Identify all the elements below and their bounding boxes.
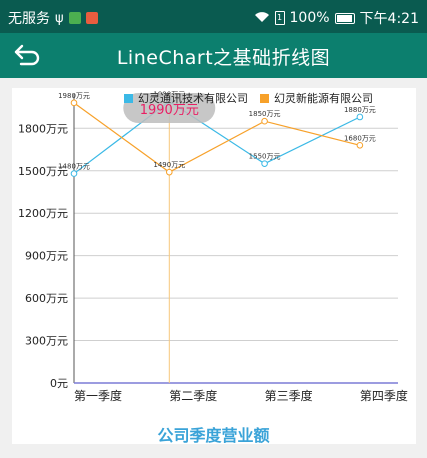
data-point [70, 99, 78, 107]
y-tick-label: 600万元 [25, 292, 68, 305]
series-line-2 [73, 102, 361, 173]
back-arrow-icon [14, 44, 40, 66]
highlight-label: 1990万元 [140, 103, 199, 118]
data-label: 1550万元 [249, 153, 281, 161]
data-label: 1850万元 [249, 110, 281, 118]
y-tick-label: 1500万元 [18, 165, 68, 178]
data-point [356, 141, 364, 149]
status-bar-right: 1 100% 下午4:21 [254, 8, 419, 28]
legend-label: 幻灵通讯技术有限公司 [138, 91, 248, 105]
x-tick-label: 第三季度 [265, 388, 313, 403]
app-notification-icon-2 [85, 12, 98, 24]
clock: 下午4:21 [359, 11, 419, 27]
legend-label: 幻灵新能源有限公司 [274, 91, 373, 105]
status-bar-left: 无服务 ψ [8, 8, 98, 28]
highlight-marker [123, 93, 216, 123]
page-title: LineChart之基础折线图 [116, 47, 331, 69]
legend-swatch [260, 94, 269, 103]
app-toolbar: LineChart之基础折线图 [0, 33, 427, 78]
usb-icon: ψ [55, 10, 64, 26]
data-point [356, 113, 364, 121]
chart-title: 公司季度营业额 [157, 426, 270, 445]
battery-icon [334, 12, 355, 24]
data-label: 1480万元 [58, 163, 90, 171]
data-label: 1880万元 [344, 106, 376, 114]
data-label: 1490万元 [153, 161, 185, 169]
data-point [165, 168, 173, 176]
data-point [70, 170, 78, 177]
data-point [261, 160, 268, 167]
app-notification-icon [68, 12, 81, 24]
data-point [261, 117, 268, 125]
status-bar: 无服务 ψ 1 100% 下午4:21 [0, 0, 427, 33]
y-tick-label: 900万元 [25, 250, 68, 263]
x-tick-label: 第二季度 [169, 388, 217, 403]
y-tick-label: 1800万元 [18, 122, 68, 135]
sim-icon: 1 [274, 11, 285, 25]
wifi-icon [254, 11, 270, 26]
y-tick-label: 0元 [50, 377, 68, 390]
chart-card [12, 88, 416, 444]
series-line-1 [73, 100, 361, 175]
legend-swatch [124, 94, 133, 103]
back-button[interactable] [10, 39, 46, 71]
y-tick-label: 1200万元 [18, 207, 68, 220]
battery-percent: 100% [289, 10, 330, 26]
carrier-text: 无服务 [8, 11, 50, 27]
x-tick-label: 第一季度 [74, 388, 122, 403]
x-tick-label: 第四季度 [360, 388, 408, 403]
data-label: 1680万元 [344, 134, 376, 142]
data-label: 1980万元 [58, 92, 90, 100]
y-tick-label: 300万元 [25, 335, 68, 348]
